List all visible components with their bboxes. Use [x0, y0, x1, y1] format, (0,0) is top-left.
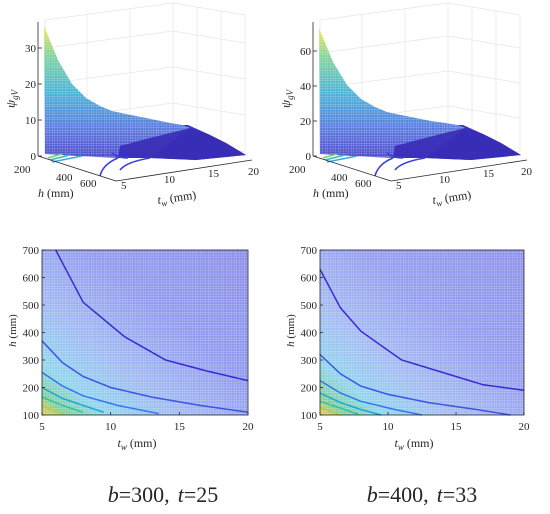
contour-line-2: [41, 371, 159, 415]
contour-line-3: [319, 392, 382, 416]
y-tick-label: 300: [23, 355, 40, 367]
x-tick-label: 10: [105, 421, 117, 433]
contour-line-1: [319, 353, 511, 416]
contour-line-4: [319, 400, 359, 415]
y-tick-label: 600: [23, 273, 40, 285]
x-tick-label: 15: [451, 421, 463, 433]
x-tick-label: 5: [317, 421, 323, 433]
tw-tick-0: 5: [121, 180, 127, 192]
z-tick-1: 20: [300, 116, 312, 128]
tw-tick-1: 10: [164, 174, 176, 186]
surface-side-mesh: [319, 28, 465, 158]
surface-side-mesh: [44, 26, 190, 158]
surface-grid: [44, 2, 246, 158]
surface-h-ticks: 200 400 600: [14, 164, 97, 190]
y-axis-label: h (mm): [7, 314, 19, 347]
surface-h-ticks: 200 400 600: [289, 164, 372, 190]
surface-axes: [37, 22, 253, 182]
tw-tick-2: 15: [483, 168, 495, 180]
tw-axis-label: tw (mm): [156, 188, 197, 209]
caption-right: b=400, t=33: [367, 482, 477, 507]
tw-tick-3: 20: [248, 166, 260, 178]
y-tick-label: 300: [301, 355, 318, 367]
surface-tw-ticks: 5 10 15 20: [121, 166, 260, 192]
z-tick-1: 10: [25, 115, 37, 127]
y-tick-label: 100: [23, 410, 40, 422]
surface-z-ticks: 0 20 40 60: [300, 46, 312, 163]
y-tick-label: 500: [23, 300, 40, 312]
contour-plot-left: 5 10 15 20 100 200 300 400 500 600 700 tw (mm) h (mm…: [7, 245, 254, 452]
h-tick-1: 400: [331, 172, 348, 184]
contour-line-1: [41, 340, 249, 414]
contour-plot-right: 5 10 15 20 100 200 300 400 500 600 700 tw (mm) h (mm…: [285, 245, 530, 452]
surface-floor-contours: [322, 152, 426, 177]
x-tick-label: 10: [383, 421, 395, 433]
tw-tick-2: 15: [208, 168, 220, 180]
y-tick-label: 400: [23, 328, 40, 340]
y-tick-label: 700: [23, 245, 40, 257]
y-tick-label: 600: [301, 273, 318, 285]
y-tick-label: 200: [301, 383, 318, 395]
z-tick-2: 20: [25, 79, 37, 91]
h-axis-label: h (mm): [313, 186, 349, 200]
tw-tick-3: 20: [521, 166, 533, 178]
z-tick-2: 40: [300, 81, 312, 93]
x-axis-label: tw (mm): [394, 436, 433, 452]
z-tick-3: 30: [25, 43, 37, 55]
surface-axes: [312, 22, 528, 182]
surface-plot-right: 0 20 40 60 ψgV 200 400 600 h (mm) 5 10 1…: [278, 2, 533, 209]
tw-tick-0: 5: [396, 180, 402, 192]
surface-z-ticks: 0 10 20 30: [25, 43, 37, 163]
contour-line-5: [41, 404, 63, 415]
h-tick-2: 600: [355, 178, 372, 190]
y-tick-label: 100: [301, 410, 318, 422]
contour-line-0: [319, 268, 525, 392]
h-tick-1: 400: [56, 172, 73, 184]
tw-axis-label: tw (mm): [431, 188, 472, 209]
z-axis-label: ψgV: [278, 88, 295, 108]
y-axis-label: h (mm): [285, 314, 297, 347]
surface-floor-contours: [47, 152, 151, 177]
x-tick-label: 20: [243, 421, 255, 433]
x-tick-label: 15: [174, 421, 186, 433]
h-tick-0: 200: [14, 164, 31, 176]
z-tick-0: 0: [306, 151, 312, 163]
z-tick-0: 0: [31, 151, 37, 163]
x-axis-label: tw (mm): [117, 436, 156, 452]
surface-front-face: [393, 128, 521, 160]
y-tick-label: 700: [301, 245, 318, 257]
z-tick-3: 60: [300, 46, 312, 58]
contour-line-2: [319, 379, 423, 416]
x-tick-label: 5: [39, 421, 45, 433]
h-axis-label: h (mm): [38, 186, 74, 200]
y-tick-label: 400: [301, 328, 318, 340]
h-tick-2: 600: [80, 178, 97, 190]
x-tick-label: 20: [519, 421, 531, 433]
contour-mesh: [42, 250, 248, 415]
h-tick-0: 200: [289, 164, 306, 176]
surface-plot-left: 0 10 20 30 ψgV 200 400 600 h (mm) 5 10 1…: [3, 2, 260, 209]
caption-left: b=300, t=25: [108, 482, 218, 507]
contour-line-3: [41, 386, 105, 414]
surface-front-face: [118, 128, 246, 160]
y-tick-label: 500: [301, 300, 318, 312]
surface-tw-ticks: 5 10 15 20: [396, 166, 533, 192]
contour-mesh: [320, 250, 524, 415]
contour-line-4: [41, 396, 84, 414]
z-axis-label: ψgV: [3, 88, 20, 108]
tw-tick-1: 10: [439, 174, 451, 186]
y-tick-label: 200: [23, 383, 40, 395]
contour-line-0: [55, 249, 249, 382]
contour-line-5: [319, 406, 340, 416]
